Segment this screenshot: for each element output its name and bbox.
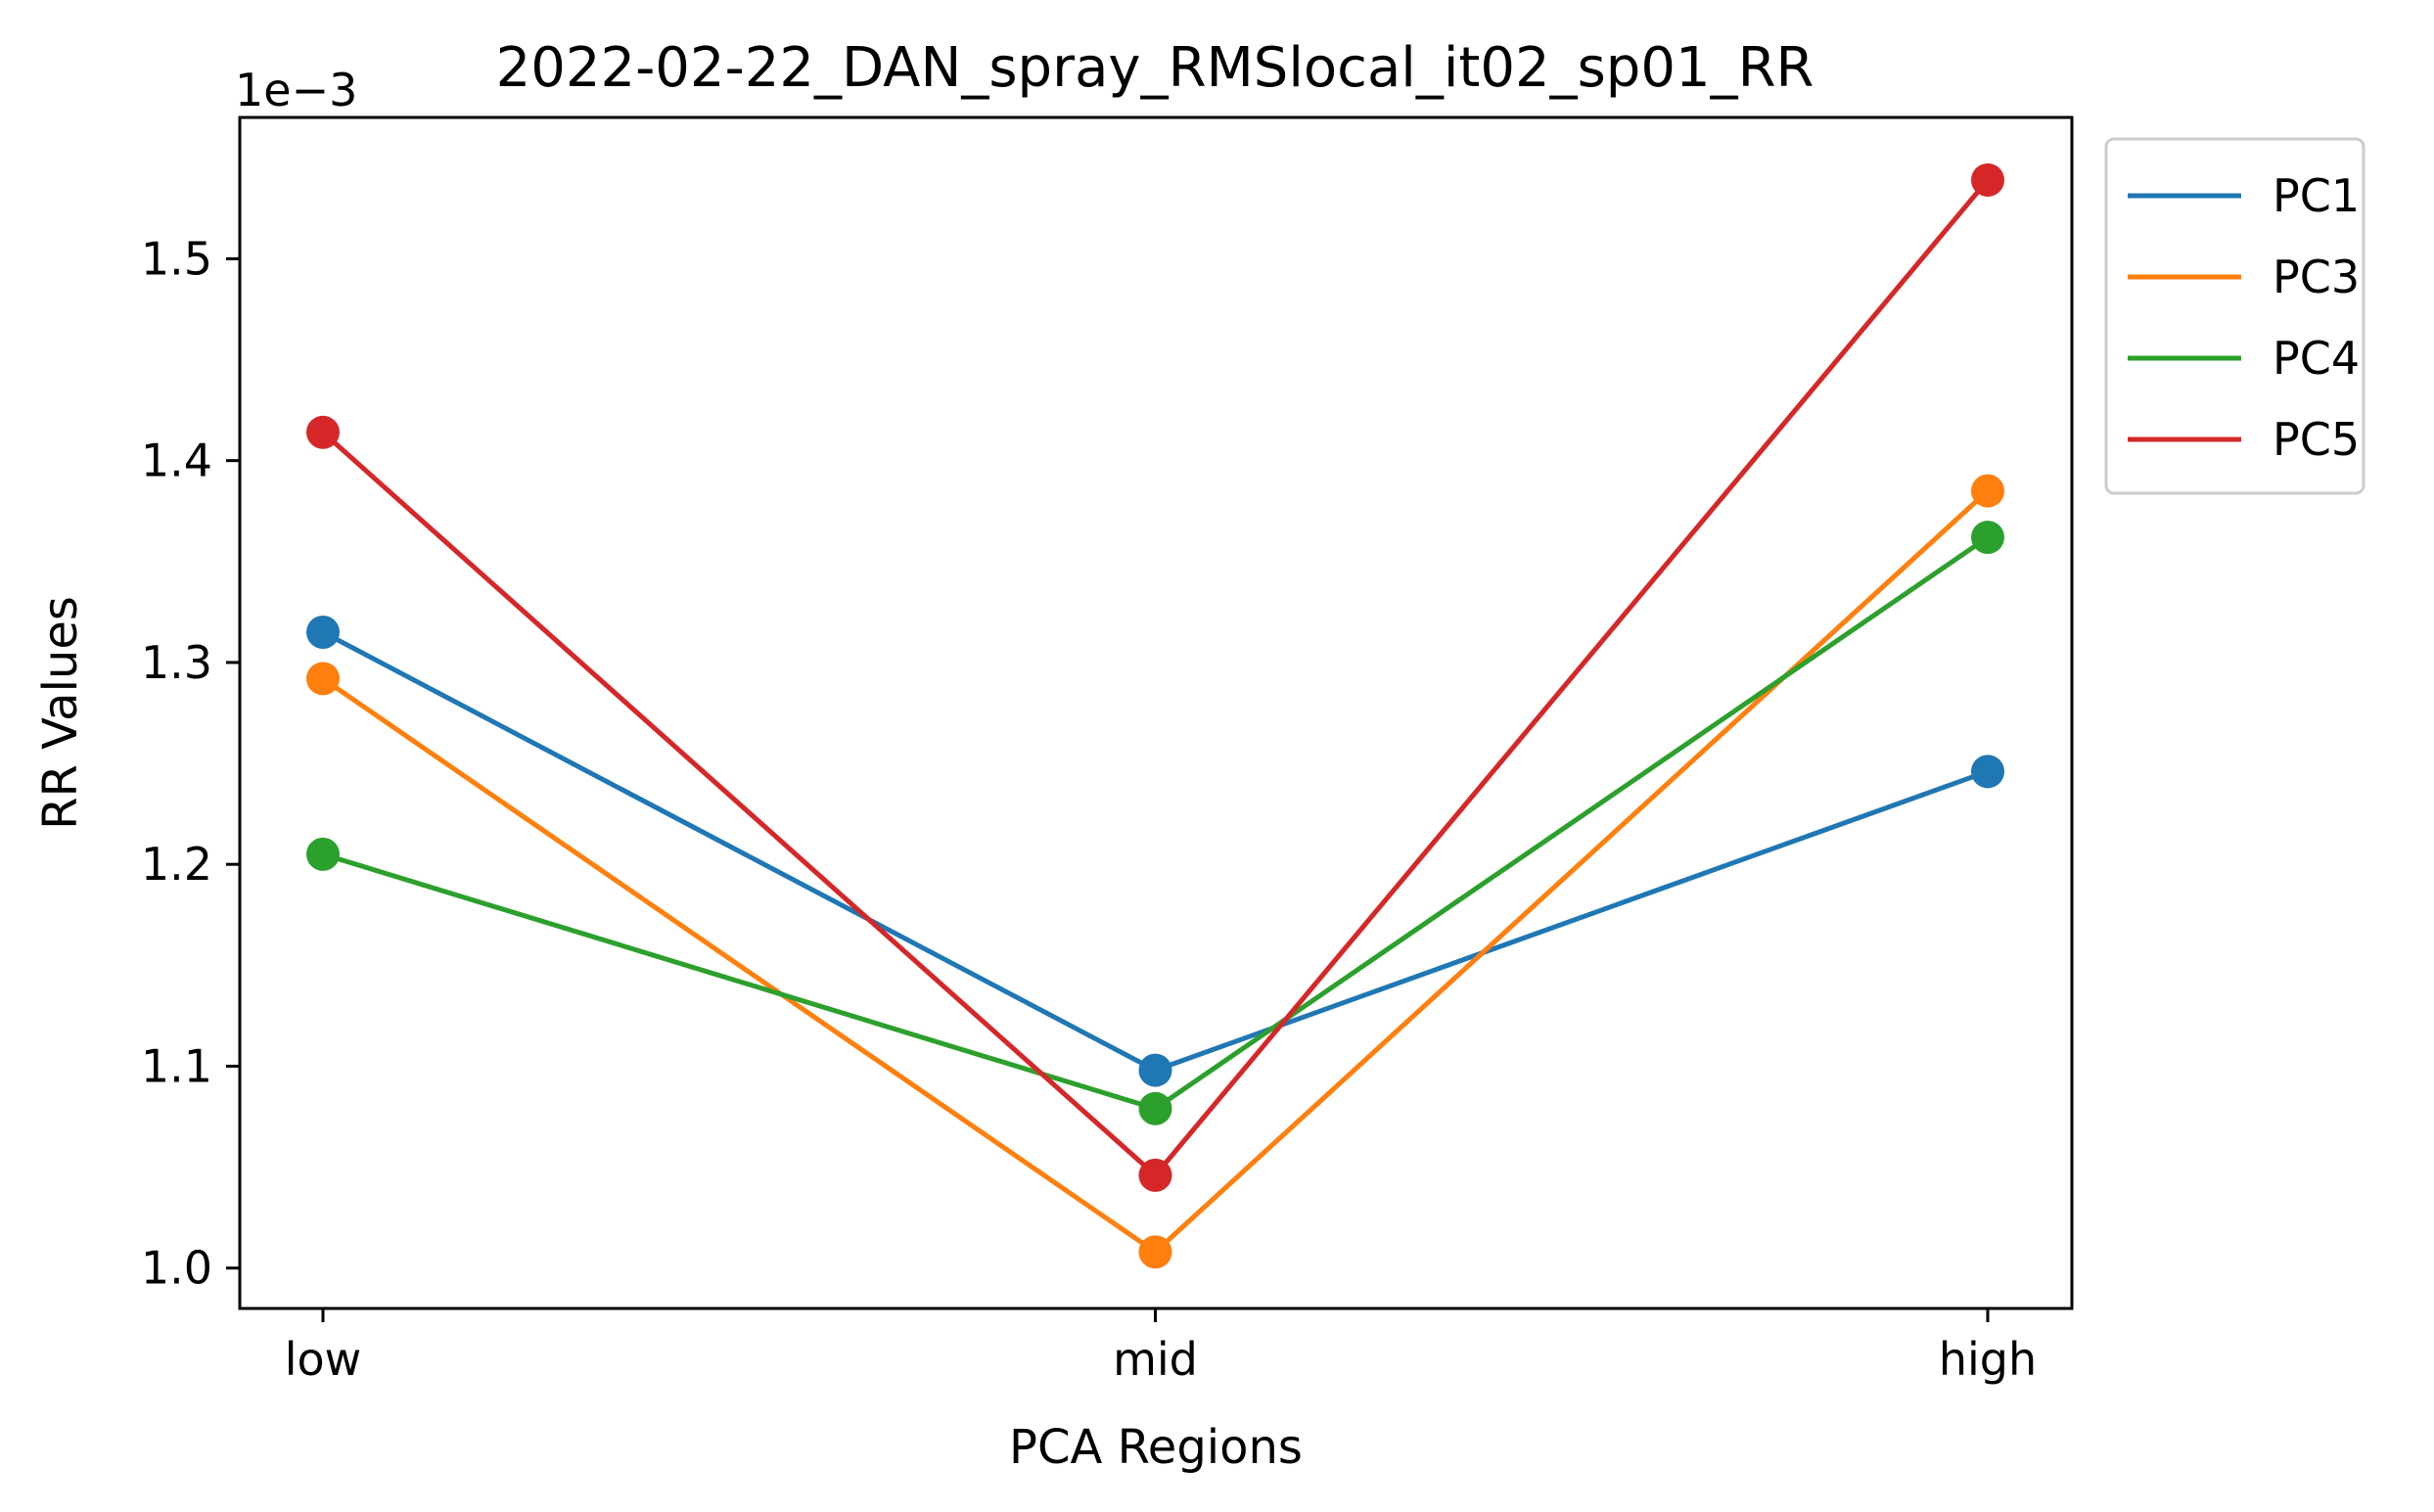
legend-label-pc4: PC4 xyxy=(2273,332,2360,385)
data-point-pc4 xyxy=(1971,521,2004,555)
legend-label-pc1: PC1 xyxy=(2273,169,2360,222)
x-axis-ticks: low mid high xyxy=(285,1308,2037,1386)
data-point-pc3 xyxy=(306,662,340,696)
chart-title: 2022-02-22_DAN_spray_RMSlocal_it02_sp01_… xyxy=(496,36,1814,100)
data-point-pc3 xyxy=(1138,1235,1172,1269)
data-point-pc1 xyxy=(306,615,340,649)
legend: PC1 PC3 PC4 PC5 xyxy=(2104,137,2365,495)
y-tick-label: 1.2 xyxy=(141,838,212,891)
y-tick-label: 1.4 xyxy=(141,435,212,487)
plot-area xyxy=(238,115,2074,1310)
y-tick-label: 1.1 xyxy=(141,1039,212,1092)
data-point-pc4 xyxy=(306,837,340,871)
x-tick-label: high xyxy=(1939,1333,2037,1386)
x-tick-label: low xyxy=(285,1333,362,1386)
legend-label-pc5: PC5 xyxy=(2273,413,2360,466)
y-axis-ticks: 1.0 1.1 1.2 1.3 1.4 1.5 xyxy=(141,232,240,1295)
y-tick-label: 1.0 xyxy=(141,1242,212,1295)
data-point-pc1 xyxy=(1971,755,2004,789)
y-tick-label: 1.5 xyxy=(141,232,212,285)
data-point-pc3 xyxy=(1971,474,2004,508)
data-point-pc4 xyxy=(1138,1091,1172,1125)
x-axis-label: PCA Regions xyxy=(1009,1420,1303,1475)
data-point-pc5 xyxy=(1971,162,2004,197)
x-tick-label: mid xyxy=(1113,1333,1198,1386)
y-tick-label: 1.3 xyxy=(141,636,212,689)
data-point-pc1 xyxy=(1138,1053,1172,1087)
legend-box xyxy=(2104,137,2365,495)
data-point-pc5 xyxy=(306,415,340,449)
y-axis-label: RR Values xyxy=(33,596,88,830)
y-axis-offset-label: 1e−3 xyxy=(235,64,357,116)
series-layer xyxy=(306,162,2004,1269)
legend-label-pc3: PC3 xyxy=(2273,251,2360,303)
data-point-pc5 xyxy=(1138,1158,1172,1192)
